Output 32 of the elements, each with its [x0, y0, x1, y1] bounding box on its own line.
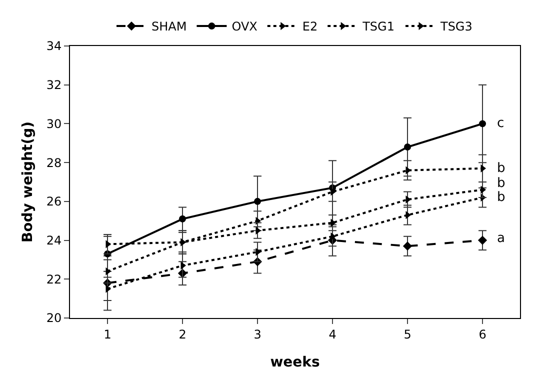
- x-tick-label: 6: [478, 327, 486, 342]
- annotation: c: [497, 116, 504, 131]
- annotation: b: [497, 176, 506, 191]
- x-tick-label: 5: [404, 327, 412, 342]
- y-tick-label: 28: [46, 156, 62, 170]
- legend-label: SHAM: [152, 20, 187, 34]
- y-tick-label: 34: [46, 39, 62, 54]
- point: [402, 242, 412, 251]
- y-tick-label: 22: [46, 272, 62, 286]
- y-tick-label: 30: [46, 116, 62, 131]
- point: [478, 236, 488, 245]
- x-tick-label: 1: [104, 327, 112, 342]
- annotation: b: [497, 161, 506, 176]
- annotation: b: [497, 190, 506, 205]
- x-tick-label: 2: [178, 327, 186, 342]
- y-tick-label: 24: [46, 233, 62, 248]
- legend-label: OVX: [232, 20, 258, 34]
- y-tick-label: 26: [46, 194, 62, 209]
- y-tick-label: 20: [46, 311, 62, 326]
- x-tick-label: 4: [328, 327, 336, 342]
- x-tick-label: 3: [254, 327, 262, 342]
- point: [479, 120, 486, 128]
- point: [404, 144, 411, 151]
- annotation: a: [497, 231, 505, 246]
- legend-label: E2: [302, 20, 318, 34]
- y-tick-label: 32: [46, 78, 62, 92]
- legend-label: TSG1: [362, 20, 394, 34]
- point: [179, 215, 186, 222]
- x-axis-title: weeks: [270, 354, 320, 371]
- y-axis-title: Body weight(g): [20, 121, 36, 243]
- point: [254, 198, 261, 205]
- legend-label: TSG3: [439, 20, 472, 34]
